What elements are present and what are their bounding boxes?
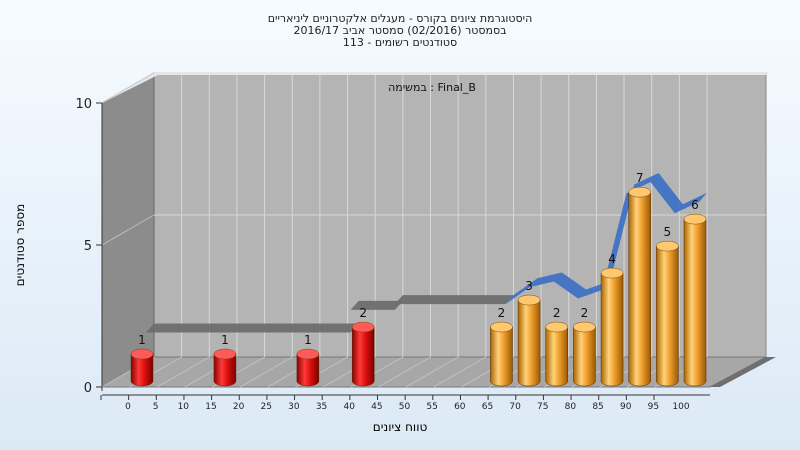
x-tick-label: 80 <box>565 402 577 412</box>
x-tick-label: 25 <box>261 402 272 412</box>
bar-value-label: 2 <box>359 306 367 320</box>
x-tick-label: 20 <box>233 402 245 412</box>
histogram-bar <box>517 299 541 387</box>
x-tick-label: 45 <box>371 402 382 412</box>
y-tick-label: 5 <box>84 239 92 254</box>
bar-value-label: 2 <box>553 306 561 320</box>
histogram-bar-top <box>656 240 679 252</box>
grid-line-floor <box>433 356 487 388</box>
chart-title-line-3: סטודנטים רשומים - 113 <box>342 36 458 49</box>
bar-value-label: 1 <box>221 333 229 347</box>
x-tick-label: 35 <box>316 402 327 412</box>
x-tick-label: 5 <box>153 402 159 412</box>
y-tick-label: 10 <box>75 97 92 112</box>
bar-value-label: 2 <box>581 306 589 320</box>
x-tick-label: 95 <box>648 402 659 412</box>
x-tick-label: 70 <box>509 402 521 412</box>
x-tick-label: 100 <box>672 402 689 412</box>
histogram-bar-top <box>213 348 237 360</box>
bar-value-label: 2 <box>498 306 506 320</box>
x-tick-label: 65 <box>482 402 493 412</box>
histogram-bar <box>490 326 513 387</box>
histogram-bar <box>351 326 375 387</box>
x-tick-label: 40 <box>343 402 355 412</box>
histogram-bar-top <box>573 321 596 333</box>
trend-ribbon-2 <box>350 300 403 310</box>
x-tick-label: 55 <box>426 402 437 412</box>
histogram-bar <box>296 353 320 387</box>
histogram-bar-top <box>600 267 624 279</box>
y-axis-label: מספר סטודנטים <box>13 203 27 287</box>
grid-line-floor <box>378 356 431 388</box>
floor-edge <box>710 357 776 387</box>
x-tick-label: 90 <box>620 402 632 412</box>
bar-value-label: 4 <box>608 252 616 266</box>
grid-line-floor <box>157 356 210 388</box>
grid-line-floor <box>405 356 459 388</box>
histogram-bar <box>656 245 679 387</box>
x-tick-label: 15 <box>205 402 216 412</box>
histogram-bar <box>545 326 568 387</box>
bar-value-label: 1 <box>304 333 312 347</box>
histogram-bar-top <box>130 348 154 360</box>
bar-value-label: 3 <box>525 279 533 293</box>
bar-value-label: 5 <box>664 225 672 239</box>
histogram-bar <box>628 191 651 387</box>
trend-ribbon-3 <box>394 295 514 305</box>
histogram-bar-top <box>490 321 513 333</box>
histogram-bar <box>683 218 707 387</box>
x-tick-label: 30 <box>288 402 300 412</box>
histogram-bar-top <box>683 213 707 225</box>
grid-line-side <box>101 214 155 246</box>
x-tick-label: 0 <box>125 402 131 412</box>
histogram-bar <box>573 326 596 387</box>
histogram-bar <box>130 353 154 387</box>
histogram-bar-top <box>517 294 541 306</box>
histogram-bar-top <box>545 321 568 333</box>
x-tick-label: 50 <box>399 402 411 412</box>
histogram-bar <box>213 353 237 387</box>
histogram-bar-top <box>296 348 320 360</box>
bar-value-label: 7 <box>636 171 644 185</box>
plot-annotation: במשימה : Final_B <box>388 81 476 94</box>
trend-ribbon-1 <box>146 323 359 333</box>
x-tick-label: 60 <box>454 402 466 412</box>
chart-title-line-1: היסטוגרמת ציונים בקורס - מעגלים אלקטרוני… <box>267 12 533 25</box>
x-tick-label: 85 <box>592 402 603 412</box>
y-tick-label: 0 <box>84 381 92 396</box>
x-axis-label: טווח ציונים <box>372 420 428 434</box>
bar-value-label: 1 <box>138 333 146 347</box>
x-tick-label: 75 <box>537 402 548 412</box>
x-tick-label: 10 <box>178 402 190 412</box>
histogram-bar-top <box>628 186 651 198</box>
grid-line-floor <box>240 356 293 388</box>
histogram-bar <box>600 272 624 387</box>
histogram-bar-top <box>351 321 375 333</box>
chart-title-line-2: בסמסטר (02/2016) סמסטר אביב 2016/17 <box>293 24 507 37</box>
bar-value-label: 6 <box>691 198 699 212</box>
